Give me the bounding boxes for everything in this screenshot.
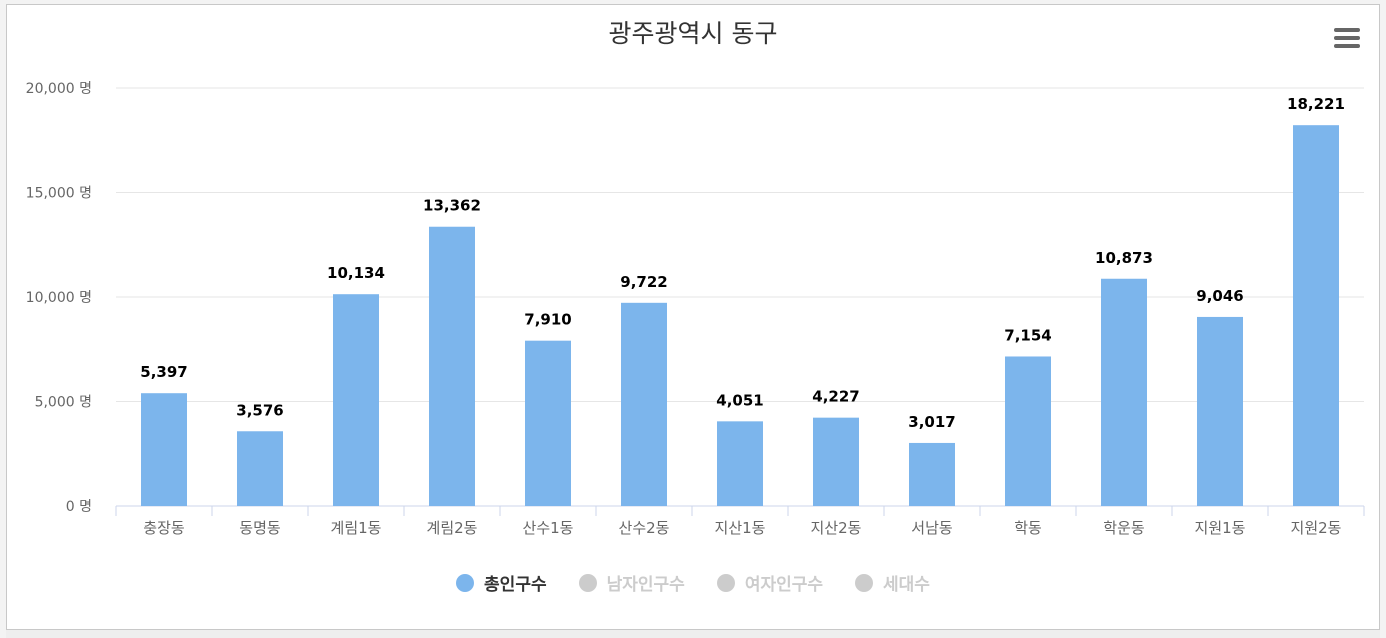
x-tick-label: 산수1동 [523, 519, 574, 537]
page-bottom-strip [6, 630, 1380, 638]
data-label: 18,221 [1287, 95, 1345, 113]
y-tick-label: 15,000 명 [26, 186, 92, 202]
data-label: 13,362 [423, 197, 481, 215]
bar[interactable] [429, 226, 475, 507]
legend-label: 남자인구수 [606, 575, 685, 595]
bar[interactable] [621, 302, 667, 506]
x-tick-label: 지원2동 [1291, 519, 1342, 537]
legend-item[interactable]: 남자인구수 [578, 570, 685, 595]
hamburger-menu-icon[interactable] [1334, 28, 1362, 52]
y-tick-label: 20,000 명 [26, 81, 92, 97]
x-tick-label: 계림2동 [427, 519, 478, 537]
x-tick-label: 동명동 [239, 519, 281, 537]
x-tick-label: 학운동 [1103, 519, 1145, 537]
legend-label: 세대수 [883, 575, 930, 595]
data-label: 7,910 [524, 311, 571, 329]
bar[interactable] [525, 340, 571, 506]
legend-marker-icon [456, 573, 475, 592]
bar[interactable] [1101, 278, 1147, 506]
bar[interactable] [909, 442, 955, 506]
legend-label: 총인구수 [484, 575, 547, 595]
data-label: 3,576 [236, 401, 283, 419]
legend-marker-icon [716, 573, 735, 592]
legend-marker-icon [578, 573, 597, 592]
data-label: 10,873 [1095, 249, 1153, 267]
legend-item[interactable]: 총인구수 [456, 570, 547, 595]
bar[interactable] [1005, 356, 1051, 506]
x-tick-label: 산수2동 [619, 519, 670, 537]
bar[interactable] [141, 393, 187, 506]
legend-item[interactable]: 여자인구수 [716, 570, 824, 595]
bar[interactable] [237, 431, 283, 506]
legend-label: 여자인구수 [744, 575, 824, 595]
x-tick-label: 서남동 [911, 519, 953, 537]
data-label: 4,051 [716, 391, 763, 409]
data-label: 10,134 [327, 264, 385, 282]
x-tick-label: 충장동 [143, 519, 185, 537]
data-label: 7,154 [1004, 326, 1051, 344]
bar[interactable] [1293, 125, 1339, 507]
data-label: 5,397 [140, 363, 187, 381]
data-label: 3,017 [908, 413, 955, 431]
chart-legend: 총인구수 남자인구수 여자인구수 세대수 [0, 570, 1386, 595]
data-label: 4,227 [812, 388, 859, 406]
x-tick-label: 학동 [1014, 519, 1042, 537]
y-tick-label: 10,000 명 [26, 290, 92, 306]
legend-marker-icon [855, 573, 874, 592]
bar[interactable] [813, 417, 859, 506]
bar[interactable] [333, 294, 379, 506]
chart-title: 광주광역시 동구 [608, 19, 778, 48]
x-tick-label: 계림1동 [331, 519, 382, 537]
bar[interactable] [1197, 316, 1243, 506]
y-tick-label: 0 명 [66, 499, 92, 515]
y-tick-label: 5,000 명 [35, 395, 92, 411]
data-label: 9,722 [620, 273, 667, 291]
x-tick-label: 지산1동 [715, 519, 766, 537]
x-tick-label: 지산2동 [811, 519, 862, 537]
data-label: 9,046 [1196, 287, 1243, 305]
bar[interactable] [717, 421, 763, 506]
legend-item[interactable]: 세대수 [855, 570, 930, 595]
chart-container [6, 4, 1380, 630]
x-tick-label: 지원1동 [1195, 519, 1246, 537]
